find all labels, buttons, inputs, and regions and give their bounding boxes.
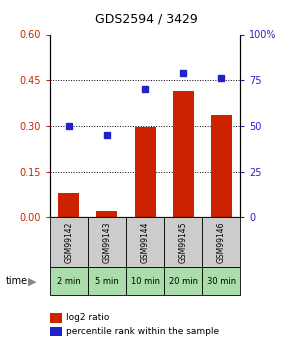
Text: GSM99145: GSM99145	[179, 221, 188, 263]
Bar	[134, 127, 156, 217]
Text: GSM99143: GSM99143	[103, 221, 111, 263]
Text: time: time	[6, 276, 28, 286]
Text: GDS2594 / 3429: GDS2594 / 3429	[95, 12, 198, 25]
Text: GSM99142: GSM99142	[64, 222, 73, 263]
Bar	[173, 91, 194, 217]
Bar	[126, 217, 164, 267]
Bar	[202, 217, 240, 267]
Text: 5 min: 5 min	[95, 277, 119, 286]
Text: 2 min: 2 min	[57, 277, 81, 286]
Bar	[211, 115, 232, 217]
Text: ▶: ▶	[28, 277, 36, 287]
Text: GSM99144: GSM99144	[141, 221, 149, 263]
Bar	[88, 267, 126, 295]
Text: 20 min: 20 min	[169, 277, 197, 286]
Text: percentile rank within the sample: percentile rank within the sample	[66, 327, 219, 336]
Bar	[164, 217, 202, 267]
Bar	[50, 267, 88, 295]
Text: GSM99146: GSM99146	[217, 221, 226, 263]
Bar	[126, 267, 164, 295]
Bar	[164, 267, 202, 295]
Text: 30 min: 30 min	[207, 277, 236, 286]
Bar	[58, 193, 79, 217]
Bar	[50, 217, 88, 267]
Text: log2 ratio: log2 ratio	[66, 313, 109, 322]
Text: 10 min: 10 min	[131, 277, 159, 286]
Bar	[88, 217, 126, 267]
Bar	[96, 211, 117, 217]
Bar	[202, 267, 240, 295]
